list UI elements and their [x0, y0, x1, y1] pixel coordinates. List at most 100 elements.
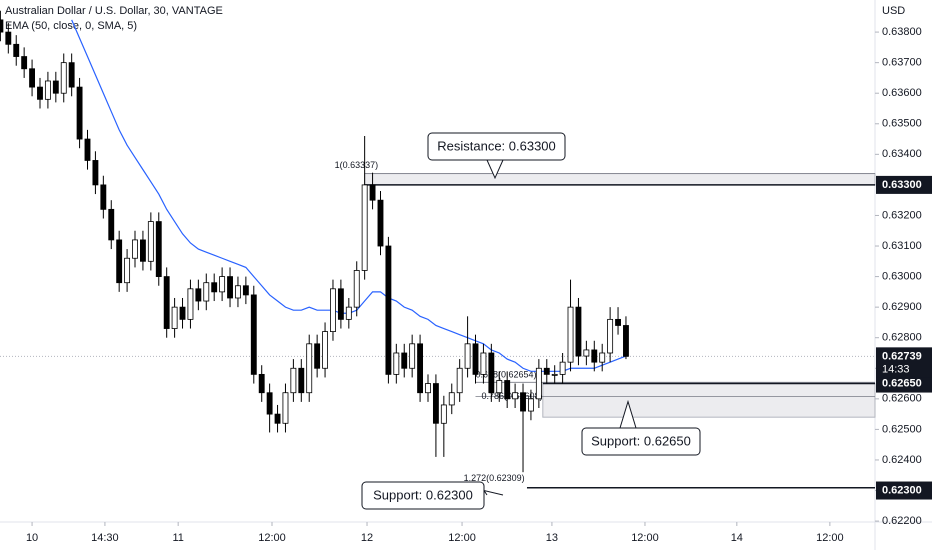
candle-body — [52, 80, 59, 94]
y-tick-label: 0.63400 — [882, 148, 922, 160]
last-price-tag — [876, 347, 932, 378]
candle-body — [155, 221, 162, 277]
candle-body — [353, 270, 360, 308]
candle-body — [464, 343, 471, 369]
x-tick-label: 12:00 — [448, 532, 476, 544]
annotation-text: Support: 0.62300 — [373, 487, 473, 502]
price-tag-label: 0.63300 — [882, 179, 922, 191]
countdown: 14:33 — [882, 363, 910, 375]
candle-body — [92, 160, 99, 186]
x-tick-label: 12 — [361, 532, 373, 544]
y-tick-label: 0.63600 — [882, 87, 922, 99]
candle-body — [520, 392, 526, 412]
price-tag-label: 0.62300 — [882, 484, 922, 496]
candle-body — [607, 318, 614, 354]
candle-body — [242, 285, 249, 296]
annotation-pointer — [619, 399, 637, 429]
candle-body — [290, 367, 297, 394]
price-tag — [876, 374, 932, 393]
candle-body — [219, 276, 226, 293]
candle-body — [21, 56, 28, 70]
candle-body — [543, 367, 550, 375]
x-tick-label: 14 — [731, 532, 743, 544]
x-tick-label: 13 — [546, 532, 558, 544]
candle-body — [440, 404, 447, 424]
candle-body — [195, 288, 202, 302]
x-tick-label: 12:00 — [631, 532, 659, 544]
candle-body — [456, 367, 463, 394]
x-tick-label: 12:00 — [816, 532, 844, 544]
y-tick-label: 0.63700 — [882, 57, 922, 69]
x-tick-label: 14:30 — [91, 532, 119, 544]
candle-body — [0, 19, 4, 33]
y-tick-label: 0.63800 — [882, 26, 922, 38]
candle-body — [187, 288, 194, 320]
candle-body — [13, 43, 20, 57]
candle-body — [60, 62, 67, 94]
candle-body — [84, 138, 91, 161]
candle-body — [76, 86, 83, 140]
candle-body — [5, 31, 12, 45]
candle-body — [147, 221, 154, 262]
annotation-text: Resistance: 0.63300 — [437, 138, 556, 153]
x-tick-label: 12:00 — [258, 532, 286, 544]
annotation-pointer — [486, 159, 504, 180]
y-tick-label: 0.62800 — [882, 332, 922, 344]
candle-body — [401, 352, 408, 369]
y-tick-label: 0.63200 — [882, 209, 922, 221]
candle-body — [227, 276, 233, 299]
candle-body — [551, 373, 558, 376]
candle-body — [282, 392, 289, 424]
x-tick-label: 10 — [26, 532, 38, 544]
candle-body — [322, 331, 328, 369]
candle-body — [623, 325, 629, 357]
candle-body — [44, 80, 51, 100]
candle-body — [575, 306, 582, 357]
candle-body — [266, 392, 273, 415]
candle-body — [488, 352, 495, 394]
candle-body — [124, 257, 131, 284]
candle-body — [369, 184, 376, 201]
y-tick-label: 0.62400 — [882, 454, 922, 466]
fib-label: 0.618(0.62654) — [476, 370, 537, 380]
chart-title: Australian Dollar / U.S. Dollar, 30, VAN… — [5, 5, 223, 17]
candle-body — [504, 380, 511, 400]
y-tick-label: 0.63500 — [882, 118, 922, 130]
candle-body — [171, 306, 178, 329]
candle-body — [250, 294, 257, 375]
candle-body — [108, 208, 115, 241]
candle-body — [163, 276, 170, 329]
candle-body — [68, 62, 75, 88]
x-tick-label: 11 — [172, 532, 183, 544]
candle-body — [432, 383, 439, 424]
fib-label: 0.786(0.62608) — [482, 391, 543, 401]
candle-body — [345, 306, 352, 320]
price-tag-label: 0.62650 — [882, 377, 922, 389]
price-tag — [876, 175, 932, 194]
candle-body — [385, 245, 392, 375]
last-price-label: 0.62739 — [882, 350, 922, 362]
candle-body — [116, 239, 123, 284]
y-tick-label: 0.62200 — [882, 515, 922, 527]
fib-label: 1(0.63337) — [335, 160, 379, 170]
candle-body — [583, 349, 590, 357]
candle-body — [337, 288, 344, 320]
candle-body — [274, 413, 281, 424]
candle-body — [559, 361, 566, 375]
zone — [364, 173, 876, 186]
y-tick-label: 0.63100 — [882, 240, 922, 252]
candle-body — [235, 285, 241, 299]
candle-body — [567, 306, 574, 363]
y-axis-label: USD — [882, 5, 905, 17]
annotation-box — [581, 427, 701, 456]
candle-body — [417, 343, 424, 394]
candle-body — [472, 343, 479, 375]
candle-body — [330, 288, 336, 332]
candle-body — [306, 343, 313, 394]
y-tick-label: 0.62900 — [882, 301, 922, 313]
candle-body — [203, 282, 210, 302]
y-tick-label: 0.62500 — [882, 423, 922, 435]
annotation-box — [427, 132, 566, 161]
candle-body — [409, 343, 416, 369]
